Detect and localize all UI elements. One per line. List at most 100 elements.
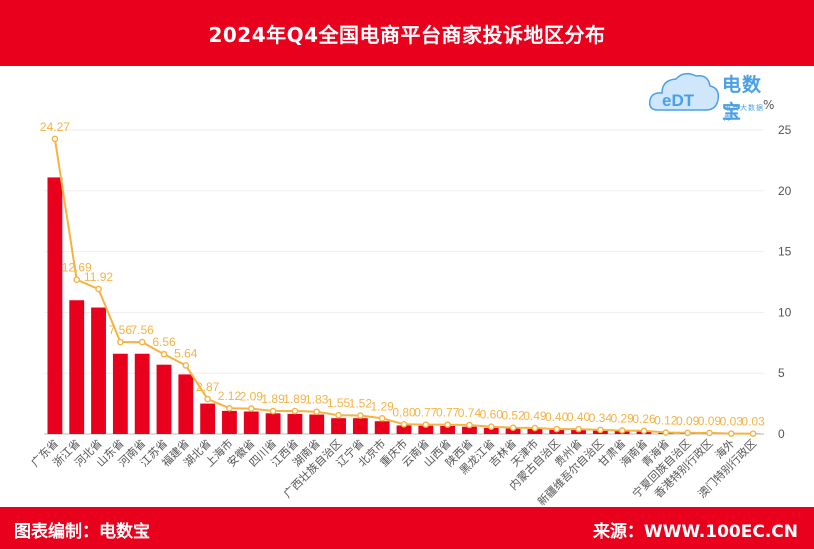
line-point [95, 285, 102, 293]
line-point [357, 412, 364, 419]
line-point [378, 415, 386, 422]
bar [331, 418, 346, 434]
data-label: 1.89 [283, 392, 307, 406]
bar [483, 427, 499, 434]
line-point [422, 421, 430, 428]
logo-subtitle: 电商大数据库 [724, 104, 764, 122]
data-label: 24.27 [40, 120, 70, 134]
line-point [509, 424, 517, 431]
line-point [575, 425, 582, 433]
data-label: 0.34 [589, 411, 613, 425]
data-label: 5.64 [174, 346, 198, 360]
footer-banner: 图表编制：电数宝 来源：WWW.100EC.CN [0, 507, 814, 549]
line-point [553, 425, 561, 433]
data-label: 7.56 [131, 323, 155, 337]
data-label: 0.09 [698, 414, 722, 428]
line-point [749, 430, 757, 437]
line-point [706, 429, 713, 437]
line-point [182, 362, 190, 369]
data-label: 1.83 [305, 393, 329, 407]
bar [200, 403, 216, 434]
line-point [51, 135, 59, 143]
line-point [204, 395, 211, 403]
line-point [727, 430, 735, 437]
cloud-logo-icon: eDT [648, 72, 720, 111]
data-label: 0.26 [632, 412, 656, 426]
bar [527, 428, 543, 434]
line-point [662, 429, 670, 436]
y-tick-label: 15 [778, 245, 792, 259]
line-point [226, 404, 233, 412]
line-point [269, 407, 277, 415]
data-label: 0.80 [392, 405, 416, 419]
line-point [531, 424, 539, 432]
data-label: 1.52 [349, 397, 373, 411]
data-label: 11.92 [84, 270, 113, 284]
line-point [313, 408, 321, 416]
y-tick-label: 0 [778, 427, 785, 441]
logo: eDT 电数宝 电商大数据库 [648, 66, 768, 123]
header-banner: 2024年Q4全国电商平台商家投诉地区分布 [0, 0, 814, 66]
y-tick-label: 10 [778, 305, 792, 319]
data-label: 1.55 [327, 396, 351, 410]
line-point [73, 276, 81, 283]
line-point [466, 421, 473, 429]
bar [112, 353, 128, 434]
data-label: 2.09 [240, 390, 264, 404]
data-label: 2.12 [218, 389, 242, 403]
line-point [291, 407, 299, 415]
line-point [160, 350, 168, 358]
bar [418, 425, 434, 434]
line-point [138, 338, 146, 346]
line-point [640, 427, 648, 435]
bar [178, 374, 194, 434]
bar [287, 413, 303, 434]
data-label: 0.74 [458, 406, 482, 420]
bar [47, 177, 63, 434]
bar [265, 413, 281, 434]
line-point [684, 429, 691, 437]
data-label: 1.29 [371, 399, 395, 413]
data-label: 0.77 [414, 406, 438, 420]
data-label: 12.69 [62, 261, 92, 275]
line-point [335, 411, 342, 419]
chart-title: 2024年Q4全国电商平台商家投诉地区分布 [208, 22, 606, 47]
bar [134, 353, 150, 434]
y-tick-label: 20 [778, 184, 792, 198]
bar [352, 418, 368, 434]
footer-credit: 图表编制：电数宝 [14, 522, 150, 542]
bar [309, 414, 325, 434]
data-label: 0.49 [523, 409, 547, 423]
data-label: 0.29 [611, 411, 635, 425]
line-point [444, 421, 451, 428]
line-point [487, 423, 495, 431]
bar [91, 307, 106, 434]
bar [374, 421, 390, 434]
data-label: 2.87 [196, 380, 220, 394]
line-point [400, 420, 408, 428]
data-label: 0.03 [720, 415, 744, 429]
bar [440, 425, 456, 434]
data-label: 0.03 [741, 415, 765, 429]
data-label: 0.40 [545, 410, 569, 424]
bar [69, 300, 85, 434]
data-label: 0.40 [567, 410, 591, 424]
data-label: 7.56 [109, 323, 133, 337]
data-label: 0.60 [480, 408, 504, 422]
line-point [597, 426, 604, 434]
bar [156, 364, 172, 434]
data-label: 6.56 [152, 335, 176, 349]
bar [505, 428, 521, 434]
logo-name: 电数宝 [722, 74, 763, 123]
y-tick-label: 5 [778, 366, 785, 380]
bar [396, 425, 412, 434]
bar [243, 411, 259, 434]
logo-mark: eDT [662, 91, 695, 110]
line-point [618, 427, 626, 434]
y-tick-label: 25 [778, 123, 792, 137]
data-label: 1.89 [261, 392, 285, 406]
data-label: 0.52 [501, 409, 525, 423]
data-label: 0.77 [436, 406, 460, 420]
footer-source: 来源：WWW.100EC.CN [592, 522, 798, 542]
